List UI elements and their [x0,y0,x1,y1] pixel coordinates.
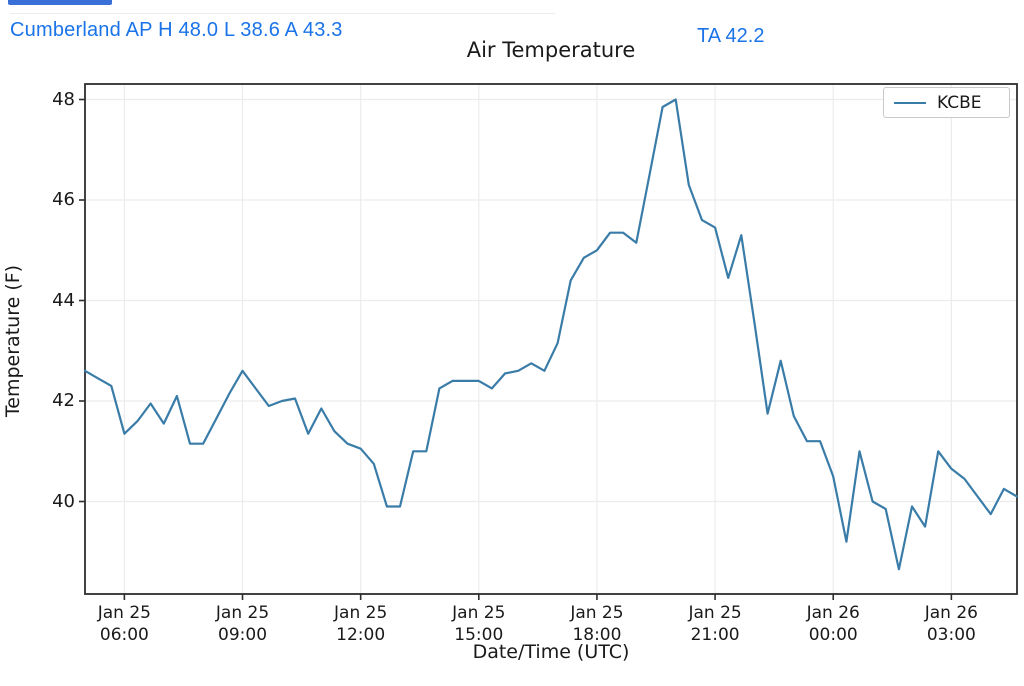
x-tick-label: Jan 25 06:00 [97,603,151,645]
x-axis-label: Date/Time (UTC) [472,641,630,663]
top-divider-line [10,13,555,14]
x-tick-label: Jan 26 00:00 [806,603,860,645]
x-tick-label: Jan 25 15:00 [452,603,506,645]
y-tick-label: 40 [52,490,75,512]
current-ta-readout: TA 42.2 [697,25,765,47]
x-tick-label: Jan 25 18:00 [570,603,624,645]
plot-border [84,83,1018,595]
y-tick-label: 46 [52,189,75,210]
x-tick-label: Jan 25 21:00 [688,603,742,645]
chart-title: Air Temperature [466,38,636,62]
station-summary-text: Cumberland AP H 48.0 L 38.6 A 43.3 [10,19,343,41]
top-edge-highlight-bar [8,0,112,5]
legend: KCBE [883,87,1010,118]
legend-series-label: KCBE [937,92,982,113]
temperature-series-line [83,98,1019,571]
legend-line-sample-icon [894,101,926,104]
y-tick-label: 48 [52,88,75,110]
x-tick-label: Jan 25 09:00 [215,603,270,645]
x-tick-label: Jan 26 03:00 [924,603,978,645]
y-tick-label: 44 [52,289,75,311]
x-tick-label: Jan 25 12:00 [334,603,388,645]
y-tick-label: 42 [52,390,75,411]
